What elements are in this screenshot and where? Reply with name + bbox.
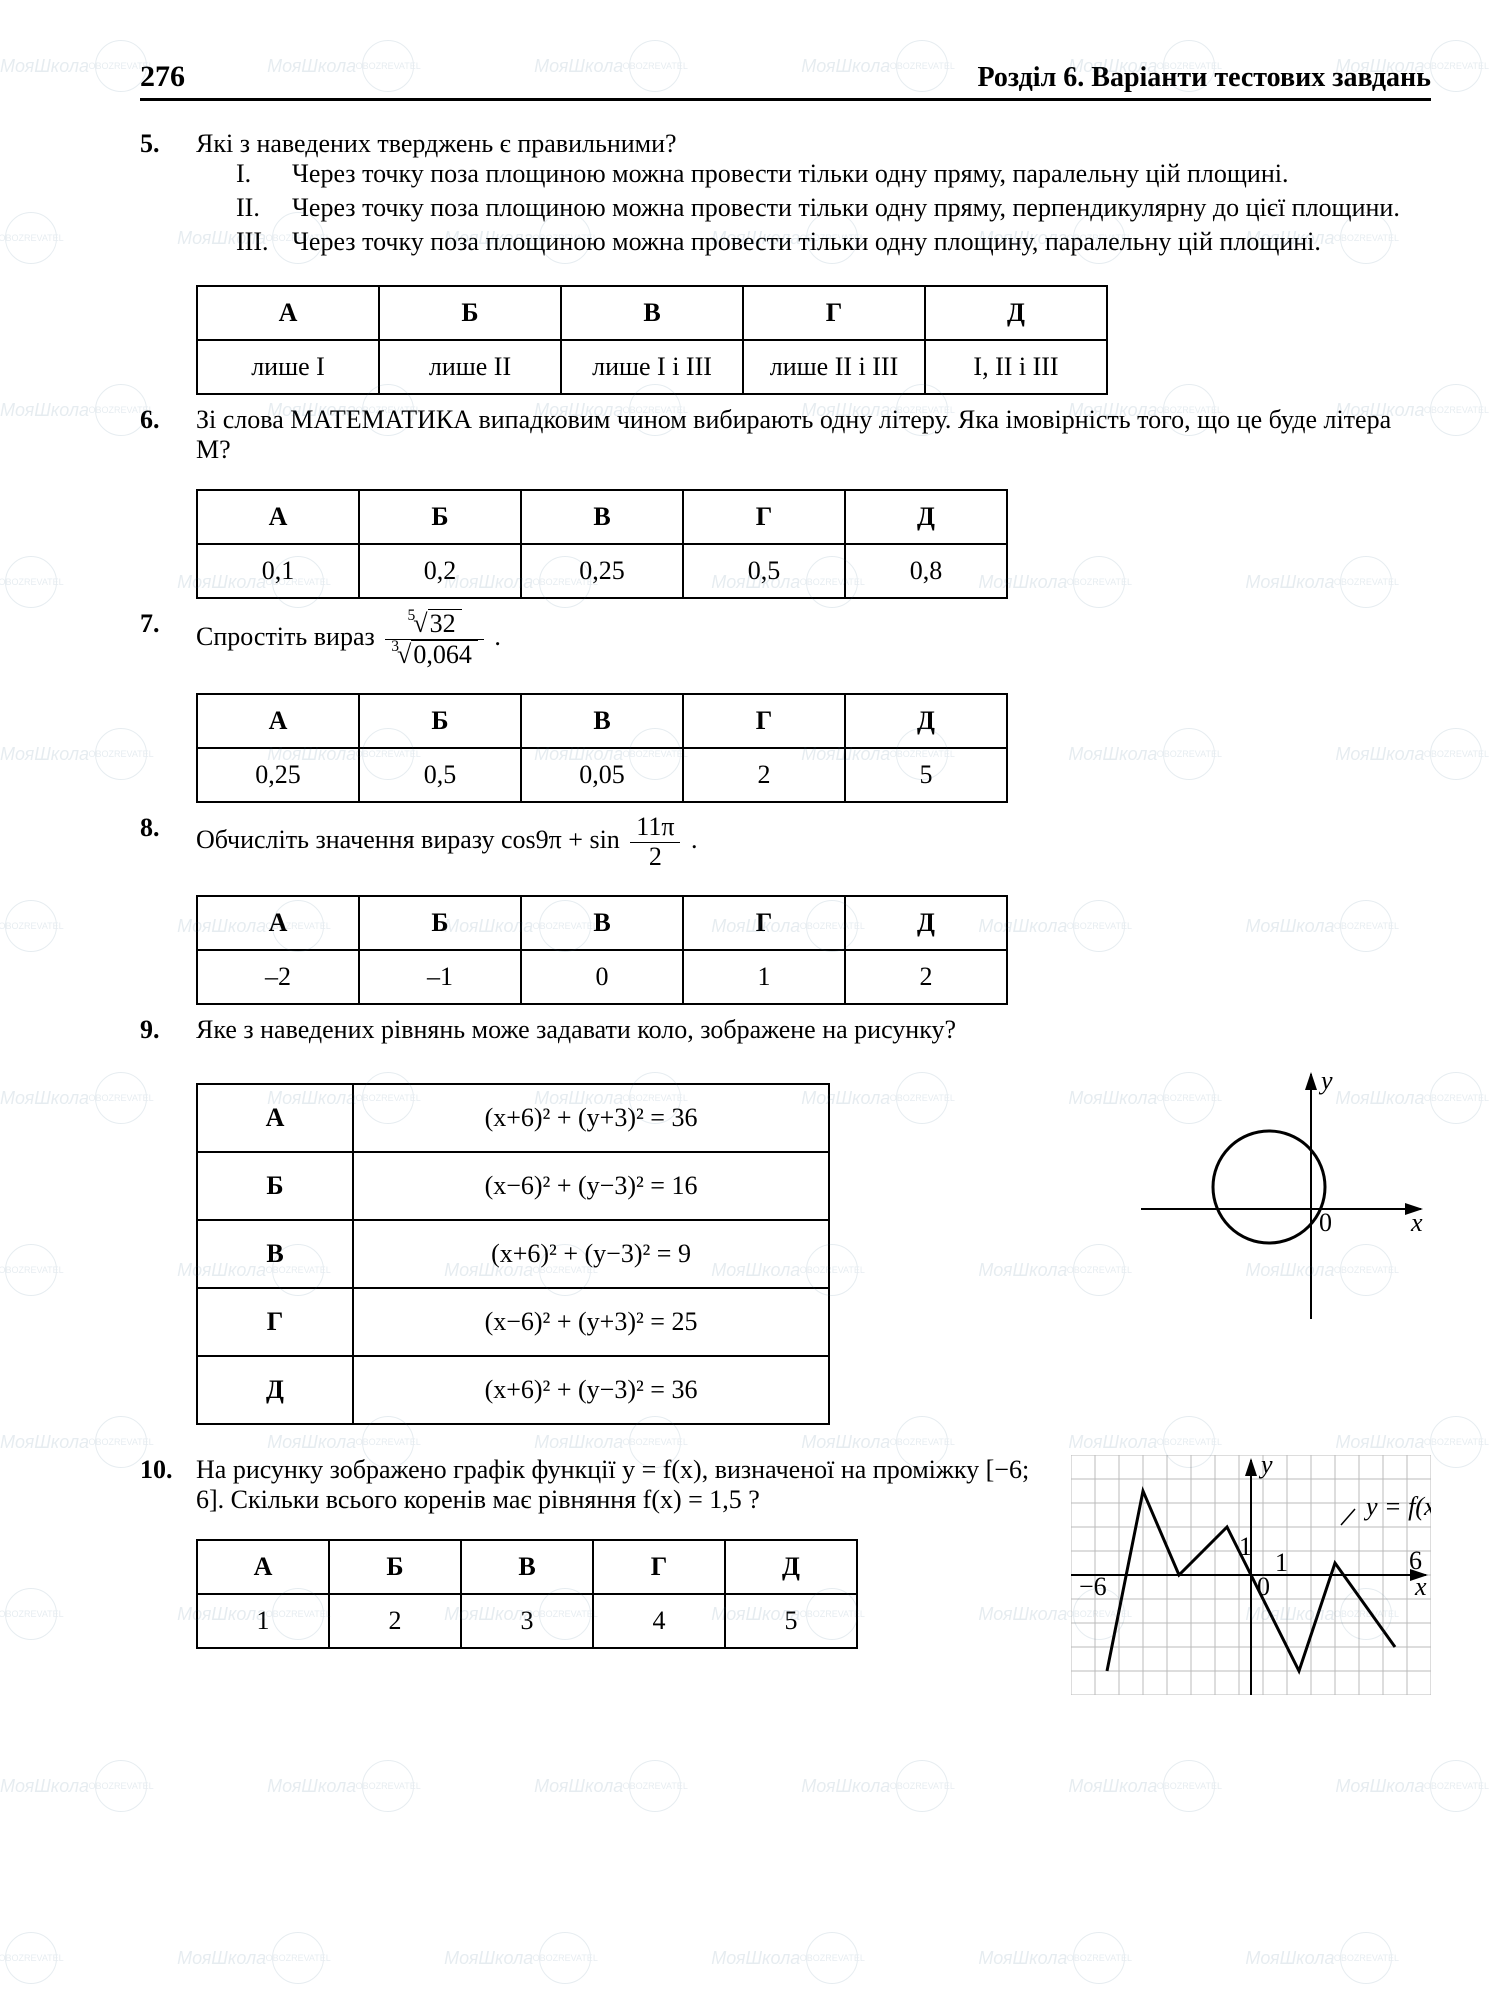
problem-number: 6. xyxy=(140,405,196,465)
answer-table-5: А Б В Г Д лише I лише II лише I і III ли… xyxy=(196,285,1108,395)
svg-text:x: x xyxy=(1414,1572,1427,1601)
svg-text:6: 6 xyxy=(1409,1546,1422,1575)
circle-diagram: x y 0 xyxy=(1141,1069,1431,1336)
answer-table-10: АБВГД 12345 xyxy=(196,1539,858,1649)
problem-question: На рисунку зображено графік функції y = … xyxy=(196,1455,1051,1515)
svg-text:0: 0 xyxy=(1319,1208,1332,1237)
problem-8: 8. Обчисліть значення виразу cos9π + sin… xyxy=(140,813,1431,871)
svg-text:y: y xyxy=(1258,1455,1273,1479)
page-header: 276 Розділ 6. Варіанти тестових завдань xyxy=(140,60,1431,101)
problem-5: 5. Які з наведених тверджень є правильни… xyxy=(140,129,1431,261)
function-graph: x y −6 6 0 1 1 y = f(x) xyxy=(1071,1455,1431,1702)
svg-text:y = f(x): y = f(x) xyxy=(1363,1492,1431,1521)
problem-number: 5. xyxy=(140,129,196,261)
answer-table-9: А(x+6)² + (y+3)² = 36 Б(x−6)² + (y−3)² =… xyxy=(196,1083,830,1425)
problem-question: Зі слова МАТЕМАТИКА випадковим чином виб… xyxy=(196,405,1431,465)
svg-text:y: y xyxy=(1318,1069,1333,1095)
problem-6: 6. Зі слова МАТЕМАТИКА випадковим чином … xyxy=(140,405,1431,465)
chapter-title: Розділ 6. Варіанти тестових завдань xyxy=(977,62,1431,94)
statement-list: I.Через точку поза площиною можна провес… xyxy=(196,159,1431,257)
problem-9: 9. Яке з наведених рівнянь може задавати… xyxy=(140,1015,1431,1045)
problem-number: 10. xyxy=(140,1455,196,1515)
svg-text:−6: −6 xyxy=(1079,1572,1107,1601)
problem-10: 10. На рисунку зображено графік функції … xyxy=(140,1455,1051,1515)
problem-question: Які з наведених тверджень є правильними? xyxy=(196,129,1431,159)
problem-number: 8. xyxy=(140,813,196,871)
problem-question: Яке з наведених рівнянь може задавати ко… xyxy=(196,1015,1431,1045)
page: МояШколаOBOZREVATELМояШколаOBOZREVATELМо… xyxy=(0,0,1511,2000)
svg-text:1: 1 xyxy=(1275,1548,1288,1577)
fraction: 5√32 3√0,064 xyxy=(385,609,484,669)
answer-table-6: АБВГД 0,10,20,250,50,8 xyxy=(196,489,1008,599)
answer-table-8: АБВГД –2–1012 xyxy=(196,895,1008,1005)
page-number: 276 xyxy=(140,60,185,94)
problem-number: 9. xyxy=(140,1015,196,1045)
problem-number: 7. xyxy=(140,609,196,669)
problem-7: 7. Спростіть вираз 5√32 3√0,064 . xyxy=(140,609,1431,669)
fraction: 11π 2 xyxy=(630,813,680,871)
svg-text:x: x xyxy=(1410,1208,1423,1237)
problem-question: Спростіть вираз 5√32 3√0,064 . xyxy=(196,609,1431,669)
svg-text:0: 0 xyxy=(1257,1572,1270,1601)
problem-question: Обчисліть значення виразу cos9π + sin 11… xyxy=(196,813,1431,871)
answer-table-7: АБВГД 0,250,50,0525 xyxy=(196,693,1008,803)
svg-text:1: 1 xyxy=(1239,1532,1252,1561)
